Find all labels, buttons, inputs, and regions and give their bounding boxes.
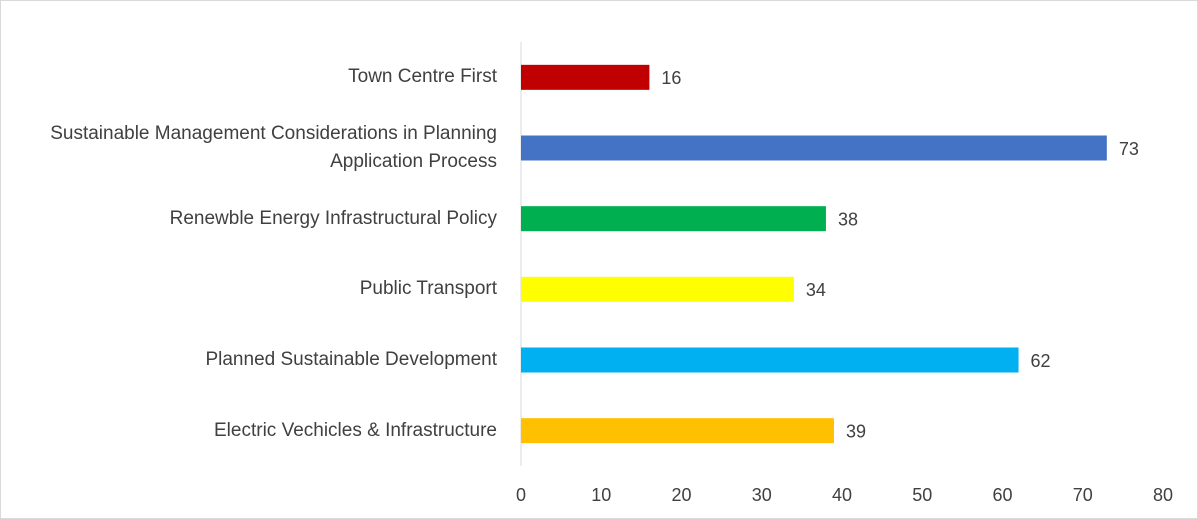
x-tick-label: 20 xyxy=(671,485,691,505)
x-tick-label: 60 xyxy=(992,485,1012,505)
x-tick-label: 50 xyxy=(912,485,932,505)
bar xyxy=(521,135,1107,161)
value-label: 73 xyxy=(1119,139,1139,159)
value-label: 39 xyxy=(846,421,866,441)
x-tick-label: 40 xyxy=(832,485,852,505)
value-label: 34 xyxy=(806,280,826,300)
bar xyxy=(521,206,826,232)
x-tick-label: 80 xyxy=(1153,485,1173,505)
x-tick-label: 0 xyxy=(516,485,526,505)
value-label: 38 xyxy=(838,209,858,229)
category-label: Renewble Energy Infrastructural Policy xyxy=(169,207,497,229)
x-tick-label: 10 xyxy=(591,485,611,505)
bar xyxy=(521,418,834,444)
category-label: Town Centre First xyxy=(348,66,497,88)
category-label: Electric Vechicles & Infrastructure xyxy=(214,419,497,441)
value-label: 16 xyxy=(661,68,681,88)
category-label: Sustainable Management Considerations in… xyxy=(50,123,497,172)
bar xyxy=(521,64,650,90)
bar xyxy=(521,276,794,302)
value-label: 62 xyxy=(1031,351,1051,371)
category-label: Planned Sustainable Development xyxy=(205,349,497,370)
bar xyxy=(521,347,1019,373)
category-label: Public Transport xyxy=(359,278,497,300)
x-tick-label: 30 xyxy=(752,485,772,505)
x-tick-label: 70 xyxy=(1073,485,1093,505)
